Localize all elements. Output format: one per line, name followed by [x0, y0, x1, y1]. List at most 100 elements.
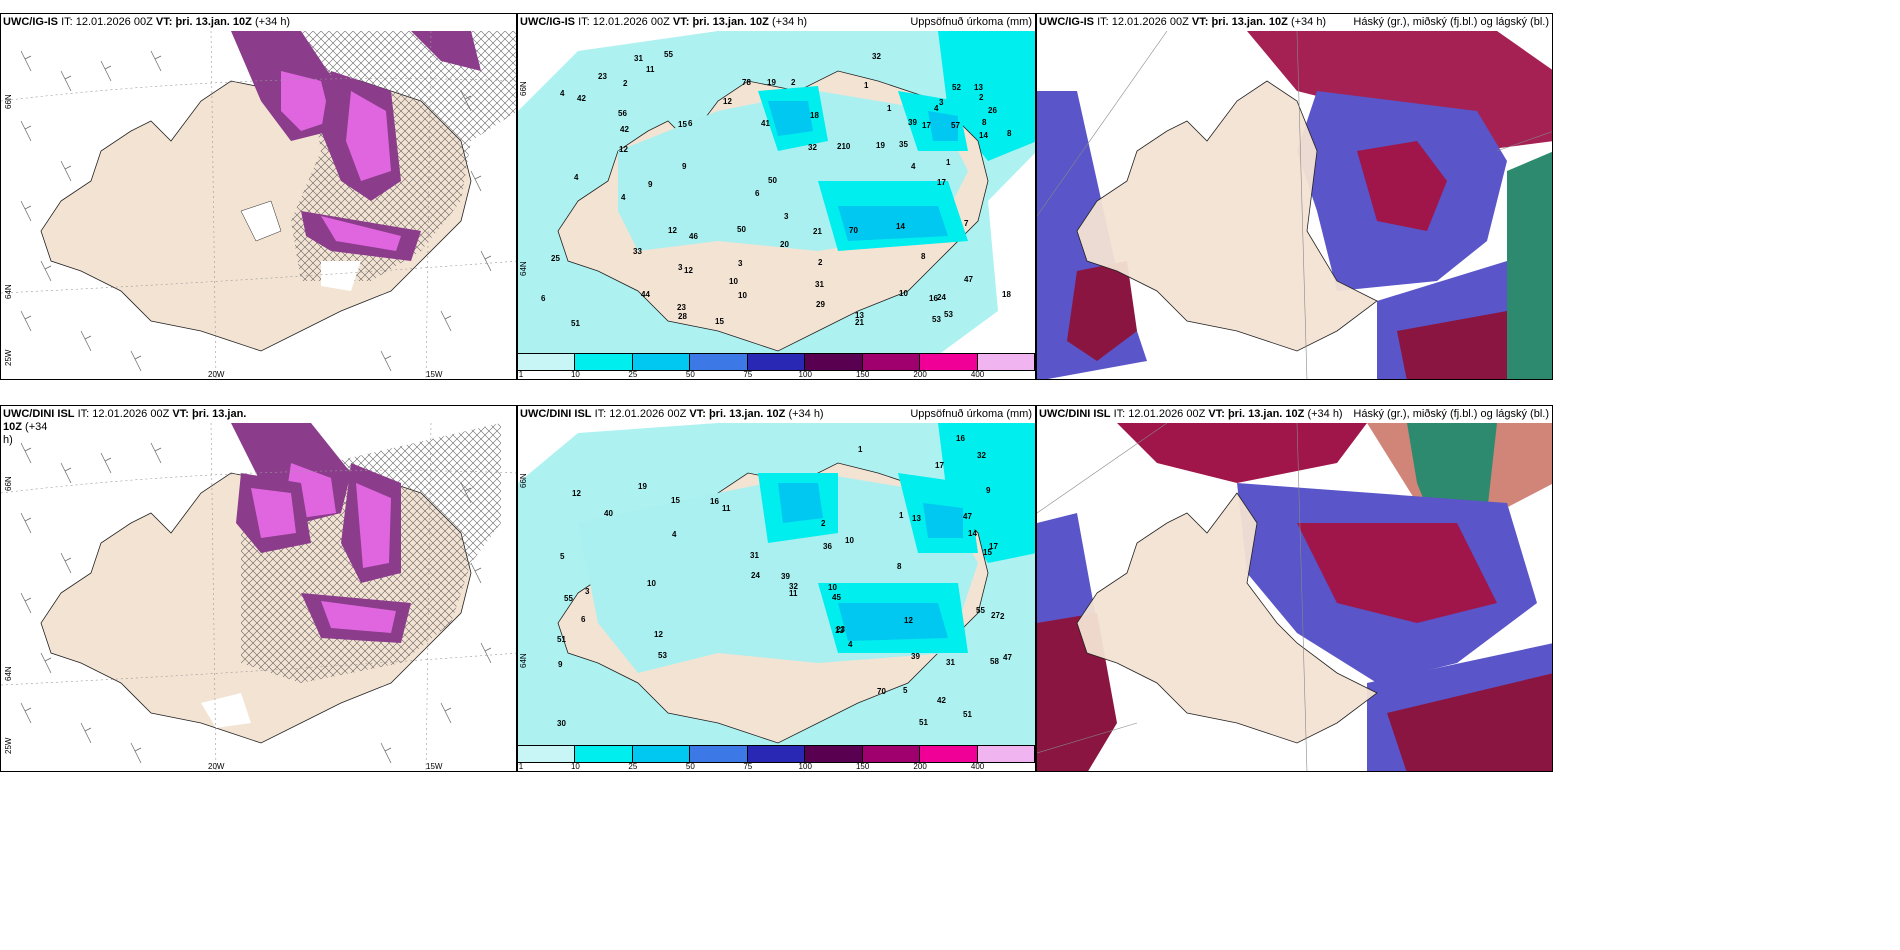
legend-tick-label: 200 [913, 762, 927, 771]
it-label: IT: [578, 16, 590, 28]
vt-label: VT: [172, 408, 189, 420]
precip-value: 12 [619, 145, 628, 154]
panel-top-right-clouds: UWC/IG-IS IT: 12.01.2026 00Z VT: þri. 13… [1036, 13, 1553, 380]
precip-value: 42 [577, 94, 586, 103]
precip-value: 70 [849, 226, 858, 235]
precip-value: 18 [810, 111, 819, 120]
precip-value: 15 [671, 496, 680, 505]
snow-blobs [231, 423, 411, 643]
precip-value: 14 [968, 529, 977, 538]
precip-value: 46 [689, 232, 698, 241]
lat-label-64n: 64N [4, 666, 13, 681]
precip-legend-labels: 1 10 25 50 75 100 150 200 400 [518, 762, 1035, 771]
legend-tick-label: 10 [570, 370, 580, 379]
precip-value: 1 [946, 158, 951, 167]
legend-swatch [805, 354, 863, 370]
it-label: IT: [77, 408, 90, 420]
precip-value: 17 [935, 461, 944, 470]
precip-value: 10 [845, 536, 854, 545]
precip-value: 42 [937, 696, 946, 705]
precip-value: 10 [729, 277, 738, 286]
precip-value: 17 [937, 178, 946, 187]
precip-value: 47 [1003, 653, 1012, 662]
legend-tick-label: 10 [570, 762, 580, 771]
legend-tick-label: 25 [628, 370, 638, 379]
precip-value: 3 [939, 98, 944, 107]
lead-time: (+34 h) [254, 16, 291, 28]
precip-value: 8 [921, 252, 926, 261]
precip-value: 12 [654, 630, 663, 639]
vt-label: VT: [1208, 408, 1225, 420]
precip-value: 3 [585, 587, 590, 596]
legend-swatch [575, 746, 633, 762]
snow-wind-map [1, 31, 516, 379]
field-title: Uppsöfnuð úrkoma (mm) [910, 16, 1032, 28]
precip-value: 2 [623, 79, 628, 88]
precip-value: 23 [677, 303, 686, 312]
legend-swatch [862, 354, 921, 370]
precip-value: 9 [986, 486, 991, 495]
precip-value: 32 [808, 143, 817, 152]
precip-value: 12 [572, 489, 581, 498]
it-value: 12.01.2026 00Z [592, 16, 670, 28]
precip-value: 23 [836, 625, 845, 634]
precip-value: 58 [990, 657, 999, 666]
iceland-land-right [1076, 80, 1378, 352]
precip-value-labels: 1 19 27 10 45 23 15 40 39 51 6 15 42 51 53 31 13 5 9 16 17 17… [518, 423, 1035, 747]
precip-value: 11 [789, 589, 798, 598]
legend-tick-label: 50 [685, 370, 695, 379]
lead-time: (+34 [25, 421, 48, 433]
lon-label-20w: 20W [208, 762, 225, 771]
precip-value: 15 [715, 317, 724, 326]
precip-value: 3 [784, 212, 789, 221]
precip-value: 16 [710, 497, 719, 506]
lon-label-25w: 25W [4, 737, 13, 754]
it-value: 12.01.2026 00Z [92, 408, 170, 420]
precip-value: 2 [791, 78, 796, 87]
it-value: 12.01.2026 00Z [1128, 408, 1206, 420]
lat-label-64n: 64N [4, 284, 13, 299]
precip-value: 210 [837, 142, 851, 151]
precip-legend: 1 10 25 50 75 100 150 200 400 [518, 745, 1035, 771]
precip-legend: 1 10 25 50 75 100 150 200 400 [518, 353, 1035, 379]
lon-label-20w: 20W [208, 370, 225, 379]
panel-bottom-left-snow-wind: UWC/DINI ISL IT: 12.01.2026 00Z VT: þri.… [0, 405, 517, 772]
it-label: IT: [594, 408, 607, 420]
precip-value: 7 [964, 219, 969, 228]
snow-blobs [231, 31, 481, 261]
precip-value: 4 [934, 104, 939, 113]
precip-value: 52 [952, 83, 961, 92]
legend-tick-label: 400 [970, 762, 985, 771]
precip-value: 24 [937, 293, 946, 302]
lat-label-66n: 66N [4, 476, 13, 491]
legend-swatch [690, 746, 748, 762]
snow-wind-map [1, 423, 516, 771]
precip-value: 3 [738, 259, 743, 268]
precip-value: 6 [755, 189, 760, 198]
precip-value: 32 [977, 451, 986, 460]
precip-value: 15 [983, 548, 992, 557]
panel-bottom-mid-precip: UWC/DINI ISL IT: 12.01.2026 00Z VT: þri.… [517, 405, 1036, 772]
precip-value: 11 [722, 504, 731, 513]
it-label: IT: [1113, 408, 1126, 420]
panel-title: UWC/DINI ISL IT: 12.01.2026 00Z VT: þri.… [1039, 408, 1343, 421]
precip-value: 51 [571, 319, 580, 328]
precip-value: 12 [904, 616, 913, 625]
precip-value: 13 [912, 514, 921, 523]
legend-tick-label: 75 [743, 370, 753, 379]
lon-label-15w: 15W [426, 370, 443, 379]
precip-value: 11 [646, 65, 655, 74]
vt-label: VT: [689, 408, 706, 420]
precip-value: 30 [557, 719, 566, 728]
precip-value: 25 [551, 254, 560, 263]
precip-value: 1 [899, 511, 904, 520]
precip-value: 45 [832, 593, 841, 602]
vt-label: VT: [155, 16, 173, 28]
precip-value: 42 [620, 125, 629, 134]
precip-value: 21 [813, 227, 822, 236]
legend-swatch [690, 354, 748, 370]
precip-value: 23 [598, 72, 607, 81]
precip-legend-labels: 1 10 25 50 75 100 150 200 400 [518, 370, 1035, 379]
vt-value: þri. 13.jan. 10Z [175, 16, 252, 28]
model-name: UWC/IG-IS [3, 16, 58, 28]
